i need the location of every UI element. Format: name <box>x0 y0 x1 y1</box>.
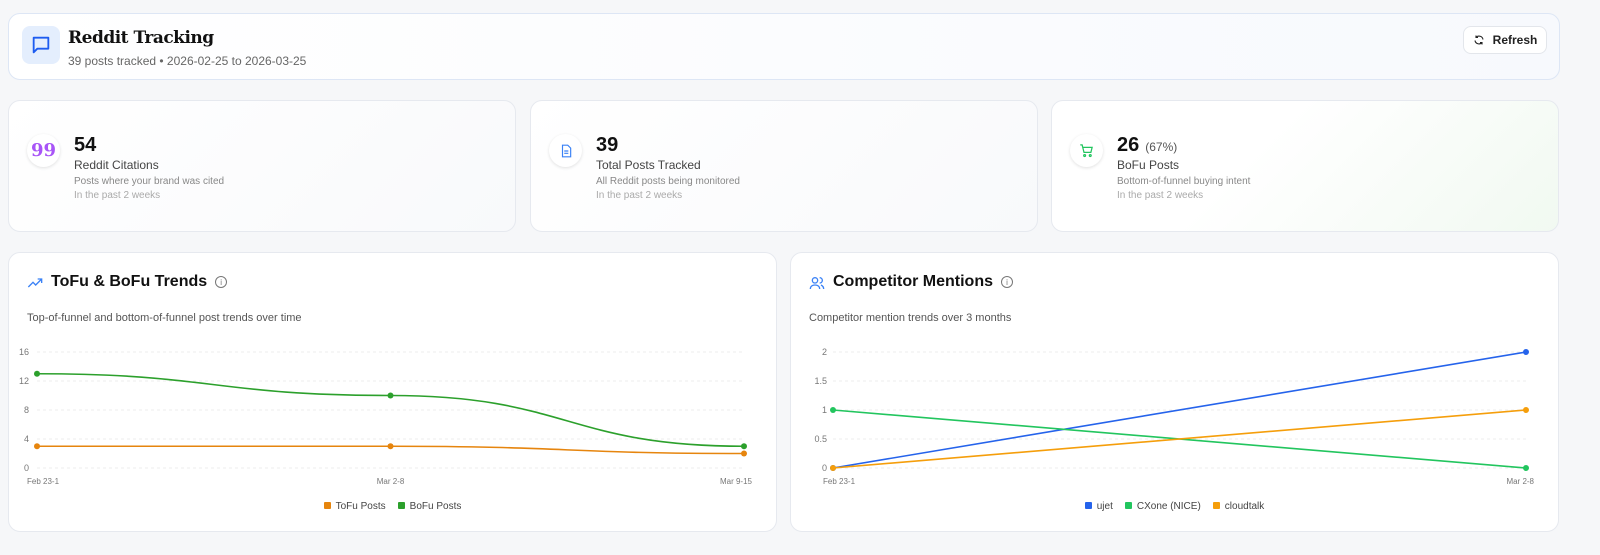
x-tick-label: Mar 9-15 <box>720 477 753 486</box>
legend-swatch <box>1124 502 1132 509</box>
document-icon <box>549 134 582 167</box>
stat-value: 54 <box>74 134 97 156</box>
y-tick-label: 1 <box>822 405 827 415</box>
stat-card-bofu: 26 (67%) BoFu Posts Bottom-of-funnel buyi… <box>1051 100 1559 232</box>
stat-label: Reddit Citations <box>74 158 159 172</box>
quote-icon: 99 <box>27 134 60 167</box>
chart-title: ToFu & BoFu Trends <box>51 273 208 290</box>
y-tick-label: 4 <box>24 434 29 444</box>
legend-swatch <box>1084 502 1092 509</box>
competitor-mentions-plot: 0 0.5 1 1.5 2 Feb 23-1 Mar 2-8 <box>814 347 1534 486</box>
legend-item[interactable]: cloudtalk <box>1212 501 1265 512</box>
chat-bubble-icon <box>22 26 60 64</box>
legend-item[interactable]: BoFu Posts <box>397 501 462 512</box>
chart-title: Competitor Mentions <box>833 273 993 290</box>
x-tick-label: Mar 2-8 <box>377 477 405 486</box>
stat-value: 26 (67%) <box>1117 134 1178 156</box>
data-point[interactable] <box>741 450 747 457</box>
header-card: Reddit Tracking 39 posts tracked • 2026-… <box>8 13 1560 80</box>
data-point[interactable] <box>387 443 394 450</box>
legend-item[interactable]: ujet <box>1084 501 1113 512</box>
legend-label: ujet <box>1096 501 1113 512</box>
stat-period: In the past 2 weeks <box>596 190 683 201</box>
data-point[interactable] <box>387 392 394 399</box>
stat-percent: (67%) <box>1145 140 1178 154</box>
legend-label: CXone (NICE) <box>1136 501 1201 512</box>
refresh-icon <box>1474 35 1484 45</box>
y-tick-label: 12 <box>19 376 29 386</box>
series-line <box>832 409 1527 469</box>
cart-icon <box>1070 134 1103 167</box>
stat-label: Total Posts Tracked <box>596 158 701 172</box>
users-icon <box>809 277 825 290</box>
data-point[interactable] <box>34 443 40 450</box>
legend-item[interactable]: ToFu Posts <box>323 501 386 512</box>
legend-label: cloudtalk <box>1224 501 1265 512</box>
legend-swatch <box>397 502 405 509</box>
data-point[interactable] <box>1523 465 1529 471</box>
stat-value: 39 <box>596 134 619 156</box>
y-tick-label: 0 <box>24 463 29 473</box>
x-tick-label: Feb 23-1 <box>27 477 60 486</box>
data-point[interactable] <box>34 370 40 377</box>
y-tick-label: 16 <box>19 347 29 357</box>
stat-label: BoFu Posts <box>1117 158 1180 172</box>
y-tick-label: 0.5 <box>814 434 827 444</box>
series-line <box>832 351 1527 469</box>
stat-description: Bottom-of-funnel buying intent <box>1117 176 1251 187</box>
stat-period: In the past 2 weeks <box>74 190 161 201</box>
page-subtitle: 39 posts tracked • 2026-02-25 to 2026-03… <box>68 54 307 68</box>
chart-legend: ujet CXone (NICE) cloudtalk <box>791 501 1558 512</box>
chart-legend: ToFu Posts BoFu Posts <box>9 501 776 512</box>
legend-swatch <box>1212 502 1220 509</box>
y-tick-label: 8 <box>24 405 29 415</box>
data-point[interactable] <box>830 465 836 471</box>
stat-description: Posts where your brand was cited <box>74 176 225 187</box>
page-title: Reddit Tracking <box>68 28 214 48</box>
legend-label: ToFu Posts <box>335 501 386 512</box>
chart-subtitle: Top-of-funnel and bottom-of-funnel post … <box>27 312 302 324</box>
x-tick-label: Mar 2-8 <box>1506 477 1534 486</box>
y-tick-label: 1.5 <box>814 376 827 386</box>
legend-item[interactable]: CXone (NICE) <box>1124 501 1201 512</box>
stat-description: All Reddit posts being monitored <box>596 176 740 187</box>
stat-period: In the past 2 weeks <box>1117 190 1204 201</box>
stat-card-total-posts: 39 Total Posts Tracked All Reddit posts … <box>530 100 1038 232</box>
data-point[interactable] <box>830 407 836 413</box>
refresh-label: Refresh <box>1492 33 1538 47</box>
data-point[interactable] <box>1523 349 1529 355</box>
stat-card-citations: 99 54 Reddit Citations Posts where your … <box>8 100 516 232</box>
info-icon[interactable]: i <box>1001 276 1013 288</box>
y-tick-label: 2 <box>822 347 827 357</box>
refresh-button[interactable]: Refresh <box>1463 26 1547 54</box>
x-tick-label: Feb 23-1 <box>823 477 856 486</box>
chart-subtitle: Competitor mention trends over 3 months <box>809 312 1012 324</box>
info-icon[interactable]: i <box>215 276 228 288</box>
legend-swatch <box>323 502 331 509</box>
y-tick-label: 0 <box>822 463 827 473</box>
data-point[interactable] <box>1523 407 1529 413</box>
legend-label: BoFu Posts <box>409 501 462 512</box>
trending-up-icon <box>27 278 43 288</box>
competitor-mentions-card: Competitor Mentions i Competitor mention … <box>790 252 1559 532</box>
data-point[interactable] <box>741 443 747 450</box>
funnel-trends-plot: 0 4 8 12 16 Feb 23-1 Mar 2-8 Mar 9-15 <box>19 347 753 486</box>
funnel-trends-card: ToFu & BoFu Trends i Top-of-funnel and bo… <box>8 252 777 532</box>
